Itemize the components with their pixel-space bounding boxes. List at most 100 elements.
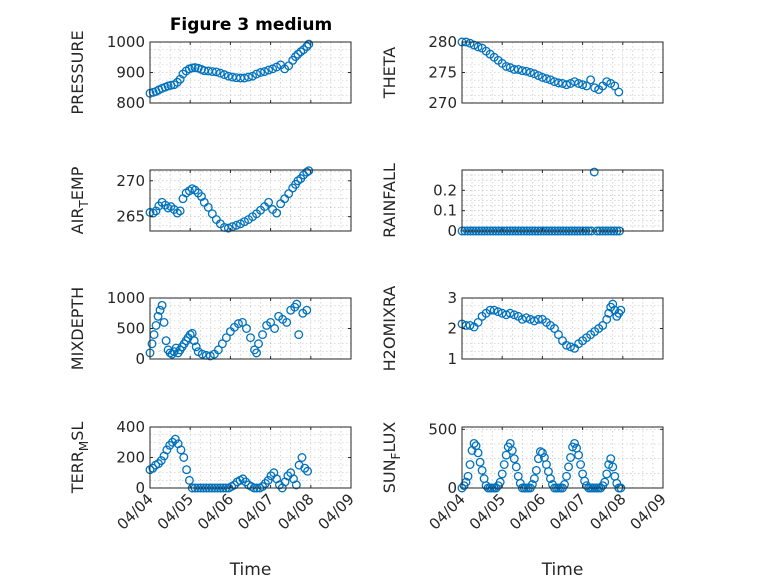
data-point — [598, 321, 608, 330]
data-point — [148, 463, 158, 473]
panel-h2omixra: 1 2 3 H2OMIXRA — [380, 286, 664, 371]
data-point — [566, 342, 575, 352]
panel-theta: 270 275 280 THETA — [380, 33, 664, 112]
axes-border — [461, 169, 664, 232]
data-point — [509, 454, 519, 464]
panel-mixdepth: 0 500 1000 MIXDEPTH — [68, 287, 352, 370]
data-point — [531, 465, 541, 475]
figure-title: Figure 3 medium — [170, 15, 332, 35]
data-point — [227, 222, 237, 232]
axes-border — [149, 169, 352, 232]
data-point — [473, 317, 483, 327]
y-axis-label: AIRTEMP — [68, 166, 91, 234]
data-point — [268, 64, 278, 74]
data-point — [151, 206, 161, 216]
data-point — [589, 167, 599, 177]
x-tick-label: 04/06 — [194, 490, 237, 533]
y-tick-label: 3 — [447, 289, 457, 307]
data-point — [550, 324, 559, 333]
y-tick-label: 0.2 — [433, 181, 457, 199]
y-label-tail: EMP — [68, 166, 87, 200]
data-point — [525, 68, 535, 77]
data-point — [240, 73, 249, 83]
panel-pressure: 800 900 1000 PRESSURE — [68, 30, 352, 115]
y-tick-label: 275 — [428, 64, 457, 82]
data-point — [155, 305, 165, 315]
data-point — [221, 333, 231, 343]
data-point — [266, 317, 276, 327]
data-point — [545, 474, 555, 484]
y-tick-label: 200 — [116, 449, 145, 467]
data-point — [580, 476, 590, 486]
data-point — [302, 42, 312, 52]
data-point — [223, 71, 233, 81]
data-point — [495, 477, 505, 487]
data-point — [562, 340, 571, 350]
y-tick-label: 2 — [447, 320, 457, 338]
data-point — [162, 445, 172, 455]
x-tick-label: 04/07 — [234, 490, 277, 533]
data-point — [190, 63, 200, 73]
data-point — [537, 72, 547, 82]
data-point — [294, 330, 304, 340]
y-axis-label: RAINFALL — [380, 163, 399, 238]
data-point — [258, 482, 268, 491]
data-point — [175, 74, 185, 84]
data-point — [153, 459, 163, 469]
data-point — [207, 209, 217, 219]
data-point — [535, 447, 545, 457]
data-point — [176, 445, 186, 455]
data-point — [156, 456, 166, 465]
data-point — [172, 77, 182, 87]
data-point — [574, 450, 584, 460]
data-point — [219, 70, 229, 80]
data-point — [207, 67, 217, 77]
data-point — [160, 200, 170, 210]
y-label-main: AIR — [68, 208, 87, 235]
data-point — [465, 460, 475, 469]
x-tick-label: 04/08 — [586, 490, 629, 533]
data-point — [610, 81, 620, 91]
data-point — [475, 457, 485, 467]
data-point — [576, 460, 586, 469]
y-tick-label: 400 — [116, 418, 145, 436]
data-point — [203, 202, 213, 212]
y-tick-label: 0.1 — [433, 202, 457, 220]
y-tick-label: 0 — [135, 479, 145, 497]
data-point — [562, 471, 571, 481]
data-point — [554, 330, 563, 340]
data-point — [507, 446, 517, 455]
y-axis-label: TERRMSL — [68, 422, 91, 495]
data-point — [260, 478, 270, 488]
y-tick-label: 0 — [447, 479, 457, 497]
data-point — [244, 72, 253, 82]
data-point — [608, 462, 618, 472]
data-point — [304, 39, 314, 49]
data-point — [187, 63, 197, 73]
series-markers — [145, 166, 314, 233]
y-axis-label: MIXDEPTH — [68, 287, 87, 370]
data-point — [223, 223, 233, 233]
data-point — [213, 345, 223, 355]
data-point — [168, 437, 177, 447]
series-markers — [145, 299, 312, 361]
data-point — [264, 65, 274, 75]
data-point — [469, 438, 479, 448]
data-point — [505, 63, 515, 73]
y-label-subscript: F — [389, 452, 403, 459]
data-point — [505, 308, 515, 318]
data-point — [175, 206, 185, 216]
data-point — [574, 79, 584, 88]
data-point — [497, 469, 507, 479]
data-point — [258, 330, 268, 340]
data-point — [521, 313, 531, 323]
data-point — [270, 324, 280, 333]
data-point — [215, 68, 225, 78]
data-point — [554, 78, 563, 88]
data-point — [477, 465, 487, 475]
y-label-main: TERR — [68, 451, 87, 494]
data-point — [521, 66, 531, 76]
data-point — [148, 208, 158, 218]
y-tick-label: 1000 — [107, 33, 145, 51]
